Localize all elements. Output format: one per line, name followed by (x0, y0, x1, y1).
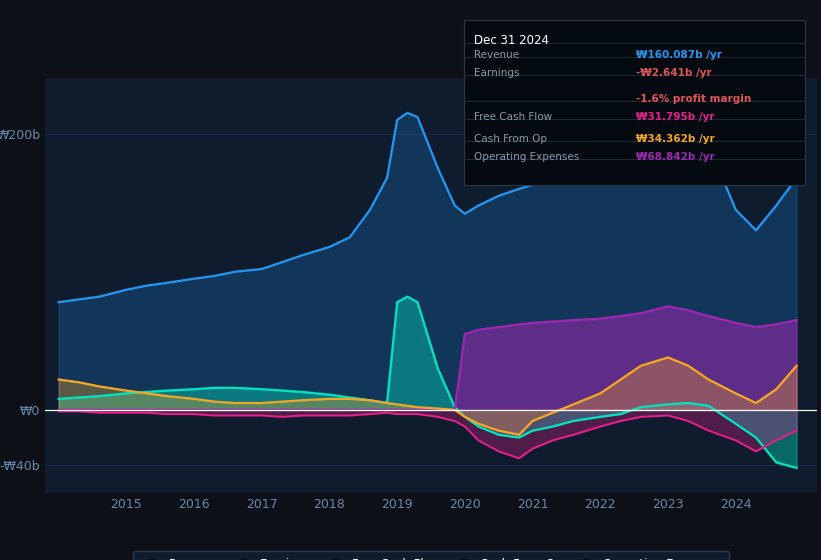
Text: ₩34.362b /yr: ₩34.362b /yr (636, 134, 715, 144)
Text: Earnings: Earnings (474, 68, 519, 78)
Text: Dec 31 2024: Dec 31 2024 (474, 34, 548, 46)
Text: Revenue: Revenue (474, 50, 519, 60)
Text: ₩31.795b /yr: ₩31.795b /yr (636, 112, 715, 122)
Text: ₩160.087b /yr: ₩160.087b /yr (636, 50, 722, 60)
Text: Operating Expenses: Operating Expenses (474, 152, 579, 162)
Text: -1.6% profit margin: -1.6% profit margin (636, 94, 751, 104)
Text: Free Cash Flow: Free Cash Flow (474, 112, 552, 122)
Text: -₩2.641b /yr: -₩2.641b /yr (636, 68, 712, 78)
Text: Cash From Op: Cash From Op (474, 134, 547, 144)
Legend: Revenue, Earnings, Free Cash Flow, Cash From Op, Operating Expenses: Revenue, Earnings, Free Cash Flow, Cash … (133, 551, 729, 560)
Text: ₩68.842b /yr: ₩68.842b /yr (636, 152, 715, 162)
